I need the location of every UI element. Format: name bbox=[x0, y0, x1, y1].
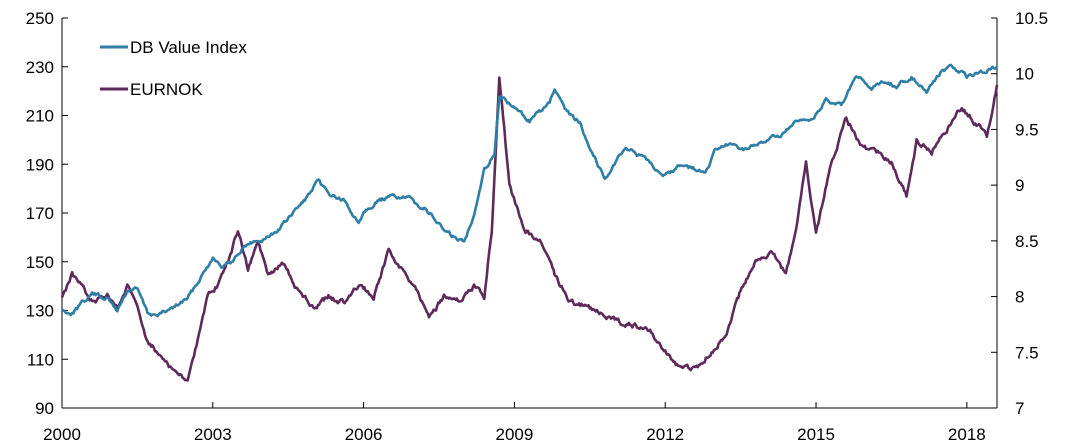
right-tick-label: 10.5 bbox=[1015, 9, 1048, 28]
x-tick-label: 2000 bbox=[43, 425, 81, 444]
series-layer bbox=[60, 63, 999, 382]
x-tick-label: 2009 bbox=[496, 425, 534, 444]
left-tick-label: 230 bbox=[26, 58, 54, 77]
series-line-eurnok bbox=[60, 76, 999, 382]
left-tick-label: 90 bbox=[35, 399, 54, 418]
right-tick-label: 7 bbox=[1015, 399, 1024, 418]
right-y-ticks: 7 7.5 8 8.5 9 9.5 10 10.5 bbox=[991, 9, 1048, 418]
left-tick-label: 190 bbox=[26, 155, 54, 174]
legend: DB Value Index EURNOK bbox=[100, 38, 247, 99]
right-tick-label: 9 bbox=[1015, 176, 1024, 195]
right-tick-label: 10 bbox=[1015, 65, 1034, 84]
legend-label-eurnok: EURNOK bbox=[130, 80, 203, 99]
left-tick-label: 110 bbox=[27, 350, 54, 369]
x-tick-label: 2012 bbox=[646, 425, 684, 444]
left-tick-label: 250 bbox=[26, 9, 54, 28]
right-tick-label: 8.5 bbox=[1015, 232, 1039, 251]
right-tick-label: 8 bbox=[1015, 288, 1024, 307]
left-y-ticks: 90 110 130 150 170 190 210 230 250 bbox=[26, 9, 68, 418]
plot-area: 90 110 130 150 170 190 210 230 250 7 7.5 8 8.5 9 9.5 1… bbox=[26, 9, 1048, 444]
right-tick-label: 9.5 bbox=[1015, 120, 1039, 139]
x-tick-label: 2015 bbox=[797, 425, 835, 444]
right-tick-label: 7.5 bbox=[1015, 343, 1039, 362]
left-tick-label: 130 bbox=[26, 302, 54, 321]
left-tick-label: 150 bbox=[26, 253, 54, 272]
x-tick-label: 2003 bbox=[194, 425, 232, 444]
x-ticks: 2000 2003 2006 2009 2012 2015 2018 bbox=[43, 402, 986, 444]
left-tick-label: 170 bbox=[26, 204, 54, 223]
series-line-db-value-index bbox=[61, 63, 998, 318]
x-tick-label: 2018 bbox=[948, 425, 986, 444]
left-tick-label: 210 bbox=[26, 107, 54, 126]
legend-label-db-value-index: DB Value Index bbox=[130, 38, 247, 57]
x-tick-label: 2006 bbox=[345, 425, 383, 444]
